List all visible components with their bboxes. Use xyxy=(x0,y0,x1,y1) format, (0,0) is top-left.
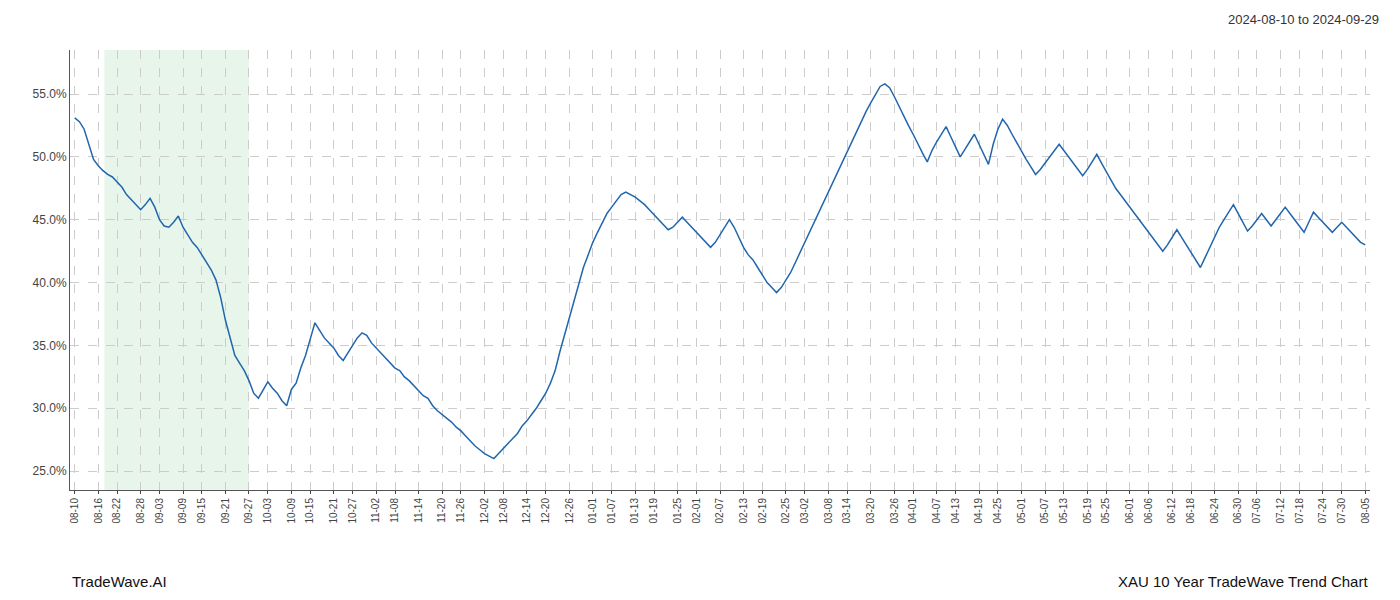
svg-text:05-01: 05-01 xyxy=(1016,498,1027,524)
svg-text:05-07: 05-07 xyxy=(1039,498,1050,524)
svg-text:10-03: 10-03 xyxy=(262,498,273,524)
svg-text:03-14: 03-14 xyxy=(841,498,852,524)
svg-text:01-01: 01-01 xyxy=(587,498,598,524)
svg-text:08-22: 08-22 xyxy=(111,498,122,524)
svg-text:09-15: 09-15 xyxy=(196,498,207,524)
svg-text:07-12: 07-12 xyxy=(1275,498,1286,524)
svg-text:08-05: 08-05 xyxy=(1360,498,1371,524)
svg-text:TradeWave.AI: TradeWave.AI xyxy=(72,573,167,590)
svg-text:02-25: 02-25 xyxy=(780,498,791,524)
svg-text:12-08: 12-08 xyxy=(498,498,509,524)
svg-text:10-27: 10-27 xyxy=(347,498,358,524)
svg-text:35.0%: 35.0% xyxy=(33,339,67,353)
svg-text:12-02: 12-02 xyxy=(479,498,490,524)
svg-text:05-25: 05-25 xyxy=(1100,498,1111,524)
svg-text:06-01: 06-01 xyxy=(1124,498,1135,524)
svg-text:40.0%: 40.0% xyxy=(33,276,67,290)
svg-text:01-25: 01-25 xyxy=(672,498,683,524)
svg-text:11-26: 11-26 xyxy=(455,498,466,523)
svg-text:02-19: 02-19 xyxy=(757,498,768,524)
svg-text:09-09: 09-09 xyxy=(177,498,188,524)
svg-text:02-13: 02-13 xyxy=(738,498,749,524)
svg-text:03-20: 03-20 xyxy=(865,498,876,524)
svg-text:08-10: 08-10 xyxy=(69,498,80,524)
svg-text:08-16: 08-16 xyxy=(93,498,104,524)
svg-text:11-20: 11-20 xyxy=(436,498,447,523)
svg-text:12-14: 12-14 xyxy=(521,498,532,524)
svg-text:07-06: 07-06 xyxy=(1251,498,1262,524)
svg-text:03-26: 03-26 xyxy=(889,498,900,524)
svg-text:12-26: 12-26 xyxy=(564,498,575,524)
svg-text:05-19: 05-19 xyxy=(1082,498,1093,524)
svg-text:07-24: 07-24 xyxy=(1317,498,1328,524)
svg-text:05-13: 05-13 xyxy=(1058,498,1069,524)
svg-text:01-13: 01-13 xyxy=(629,498,640,524)
svg-text:03-02: 03-02 xyxy=(799,498,810,524)
svg-text:09-27: 09-27 xyxy=(243,498,254,524)
svg-text:04-07: 04-07 xyxy=(931,498,942,524)
svg-text:25.0%: 25.0% xyxy=(33,464,67,478)
svg-text:06-18: 06-18 xyxy=(1185,498,1196,524)
svg-text:11-02: 11-02 xyxy=(370,498,381,523)
svg-text:04-01: 04-01 xyxy=(907,498,918,524)
svg-text:10-15: 10-15 xyxy=(304,498,315,524)
svg-text:12-20: 12-20 xyxy=(540,498,551,524)
svg-text:07-30: 07-30 xyxy=(1336,498,1347,524)
svg-text:10-21: 10-21 xyxy=(328,498,339,524)
svg-text:50.0%: 50.0% xyxy=(33,150,67,164)
svg-text:01-19: 01-19 xyxy=(648,498,659,524)
svg-text:2024-08-10 to 2024-09-29: 2024-08-10 to 2024-09-29 xyxy=(1228,12,1379,27)
svg-text:06-24: 06-24 xyxy=(1209,498,1220,524)
svg-text:45.0%: 45.0% xyxy=(33,213,67,227)
svg-text:11-08: 11-08 xyxy=(389,498,400,523)
svg-text:09-21: 09-21 xyxy=(220,498,231,524)
svg-text:07-18: 07-18 xyxy=(1294,498,1305,524)
svg-text:55.0%: 55.0% xyxy=(33,87,67,101)
svg-text:01-07: 01-07 xyxy=(606,498,617,524)
svg-text:04-13: 04-13 xyxy=(950,498,961,524)
svg-text:04-25: 04-25 xyxy=(992,498,1003,524)
svg-text:30.0%: 30.0% xyxy=(33,401,67,415)
svg-text:08-28: 08-28 xyxy=(135,498,146,524)
svg-text:09-03: 09-03 xyxy=(154,498,165,524)
svg-text:11-14: 11-14 xyxy=(413,498,424,523)
svg-text:02-01: 02-01 xyxy=(691,498,702,524)
svg-text:02-07: 02-07 xyxy=(714,498,725,524)
svg-text:04-19: 04-19 xyxy=(973,498,984,524)
svg-text:XAU 10 Year TradeWave Trend Ch: XAU 10 Year TradeWave Trend Chart xyxy=(1118,573,1368,590)
svg-text:06-06: 06-06 xyxy=(1143,498,1154,524)
svg-text:10-09: 10-09 xyxy=(286,498,297,524)
svg-text:06-30: 06-30 xyxy=(1232,498,1243,524)
svg-text:06-12: 06-12 xyxy=(1166,498,1177,524)
svg-text:03-08: 03-08 xyxy=(823,498,834,524)
